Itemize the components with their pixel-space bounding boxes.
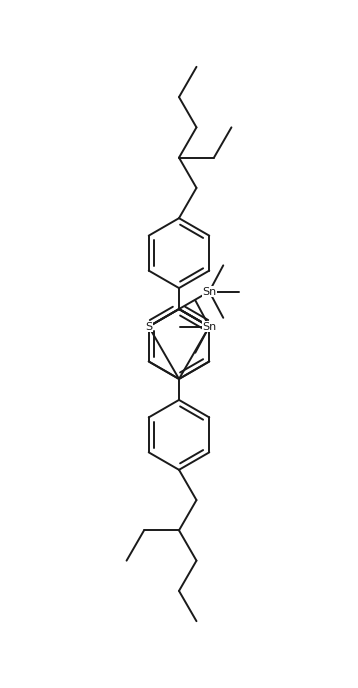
Text: S: S [145, 321, 152, 332]
Text: Sn: Sn [202, 321, 216, 332]
Text: S: S [206, 321, 213, 332]
Text: Sn: Sn [202, 287, 216, 297]
